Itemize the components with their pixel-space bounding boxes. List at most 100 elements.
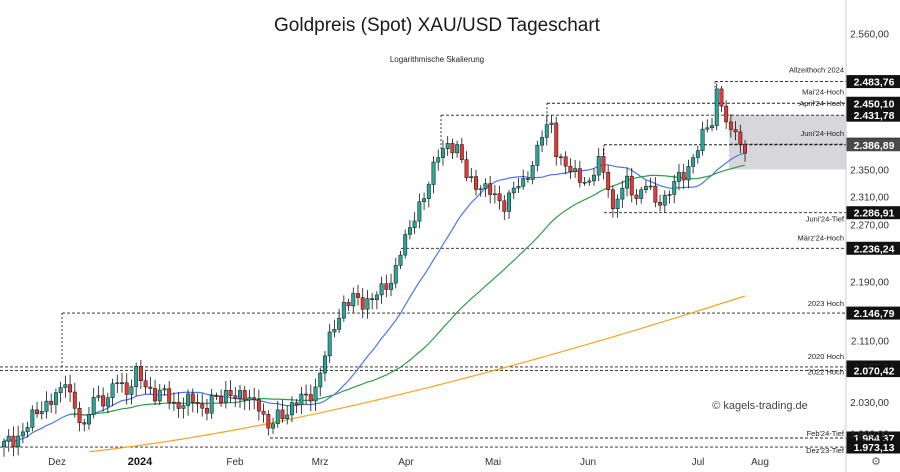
candle-body xyxy=(337,317,342,330)
level-badge-value: 2.450,10 xyxy=(854,98,895,110)
candle-body xyxy=(20,431,25,437)
candle-body xyxy=(261,410,266,415)
y-axis: 2.560,00 2.350,00 2.310,00 2.270,00 2.190,00… xyxy=(845,0,890,472)
candle-body xyxy=(577,168,582,183)
candle-body xyxy=(403,234,408,256)
candle-body xyxy=(695,150,700,158)
candle-body xyxy=(705,127,710,130)
candle-body xyxy=(304,393,309,396)
candle-body xyxy=(247,397,252,401)
candle-body xyxy=(6,435,11,442)
candle-body xyxy=(285,414,290,419)
level-badge xyxy=(846,206,900,220)
level-badge xyxy=(846,75,900,89)
candle-body xyxy=(53,392,58,405)
candle-body xyxy=(205,407,209,414)
candle-body xyxy=(77,408,82,423)
candle-body xyxy=(714,88,719,126)
candle-body xyxy=(488,183,493,195)
candle-body xyxy=(200,403,205,409)
chart-title: Goldpreis (Spot) XAU/USD Tageschart xyxy=(274,15,601,36)
candle-body xyxy=(535,144,540,166)
level-badge-value: 2.236,24 xyxy=(854,243,895,255)
candle-body xyxy=(30,409,35,428)
candle-body xyxy=(738,131,743,145)
ma-fast-line xyxy=(3,152,746,443)
candle-body xyxy=(497,193,502,202)
y-tick-label: 2.190,00 xyxy=(850,277,889,288)
candle-body xyxy=(733,129,738,133)
candle-body xyxy=(648,185,653,188)
candle-body xyxy=(662,195,667,206)
candle-body xyxy=(313,386,318,402)
candle-body xyxy=(323,355,327,374)
level-badge xyxy=(846,306,900,320)
level-label: Dez'23-Tief xyxy=(806,446,845,455)
candle-body xyxy=(389,282,393,290)
candle-body xyxy=(445,143,450,149)
level-badge-value: 2.386,89 xyxy=(854,140,895,152)
candle-body xyxy=(96,395,101,398)
watermark: © kagels-trading.de xyxy=(712,400,808,412)
candle-body xyxy=(407,227,412,235)
candle-body xyxy=(266,414,271,429)
candle-body xyxy=(658,202,663,206)
candle-body xyxy=(171,401,176,404)
candle-body xyxy=(686,166,691,181)
level-label: März'24-Hoch xyxy=(798,233,844,242)
y-tick-label: 2.110,00 xyxy=(851,337,890,348)
candle-body xyxy=(356,293,360,298)
resistance-zone xyxy=(729,115,846,170)
settings-gear-icon[interactable]: ⚙ xyxy=(871,456,881,468)
candle-body xyxy=(120,382,124,384)
candle-body xyxy=(549,122,554,125)
candle-body xyxy=(39,411,44,415)
candle-body xyxy=(332,329,337,333)
candle-body xyxy=(379,283,384,296)
y-tick-label: 2.350,00 xyxy=(850,165,889,176)
candle-body xyxy=(153,388,157,402)
candle-body xyxy=(483,183,488,189)
level-label: Juni'24-Tief xyxy=(806,215,845,224)
candle-body xyxy=(728,121,733,130)
candle-body xyxy=(459,144,464,160)
candle-body xyxy=(115,382,120,385)
x-tick-label: 2024 xyxy=(128,456,153,468)
candle-body xyxy=(365,298,370,310)
candle-body xyxy=(11,435,16,447)
horizontal-levels: Allzeithoch 2024 2.483,76 Mai'24-Hoch 2.450… xyxy=(0,66,900,455)
candle-body xyxy=(393,265,398,284)
ma-slow-line xyxy=(88,295,746,453)
candle-body xyxy=(49,400,54,405)
candle-body xyxy=(474,176,478,190)
candle-body xyxy=(606,171,611,190)
candle-body xyxy=(436,157,441,163)
level-badge-value: 2.070,42 xyxy=(854,366,895,378)
resistance-zone-box xyxy=(729,115,846,170)
x-tick-label: Mai xyxy=(485,457,501,468)
candle-body xyxy=(2,441,6,447)
candle-body xyxy=(700,128,705,151)
candle-body xyxy=(341,301,346,319)
candle-body xyxy=(271,423,275,429)
level-badge xyxy=(846,440,900,454)
y-tick-label: 2.560,00 xyxy=(850,30,889,41)
candle-body xyxy=(16,435,21,447)
candle-body xyxy=(544,124,549,138)
x-tick-label: Apr xyxy=(398,457,414,468)
y-tick-label: 2.270,00 xyxy=(850,220,889,231)
candle-body xyxy=(351,293,356,307)
candle-body xyxy=(601,156,606,173)
candle-body xyxy=(634,194,639,199)
candle-body xyxy=(492,193,497,196)
candle-body xyxy=(110,383,115,399)
candle-body xyxy=(44,400,49,412)
level-label: 2023 Hoch xyxy=(808,299,844,308)
candle-body xyxy=(219,395,224,404)
candle-body xyxy=(35,409,39,415)
candle-body xyxy=(233,395,238,399)
candle-body xyxy=(516,186,521,189)
candle-body xyxy=(346,301,351,307)
candle-body xyxy=(530,165,535,180)
candle-body xyxy=(223,390,228,404)
